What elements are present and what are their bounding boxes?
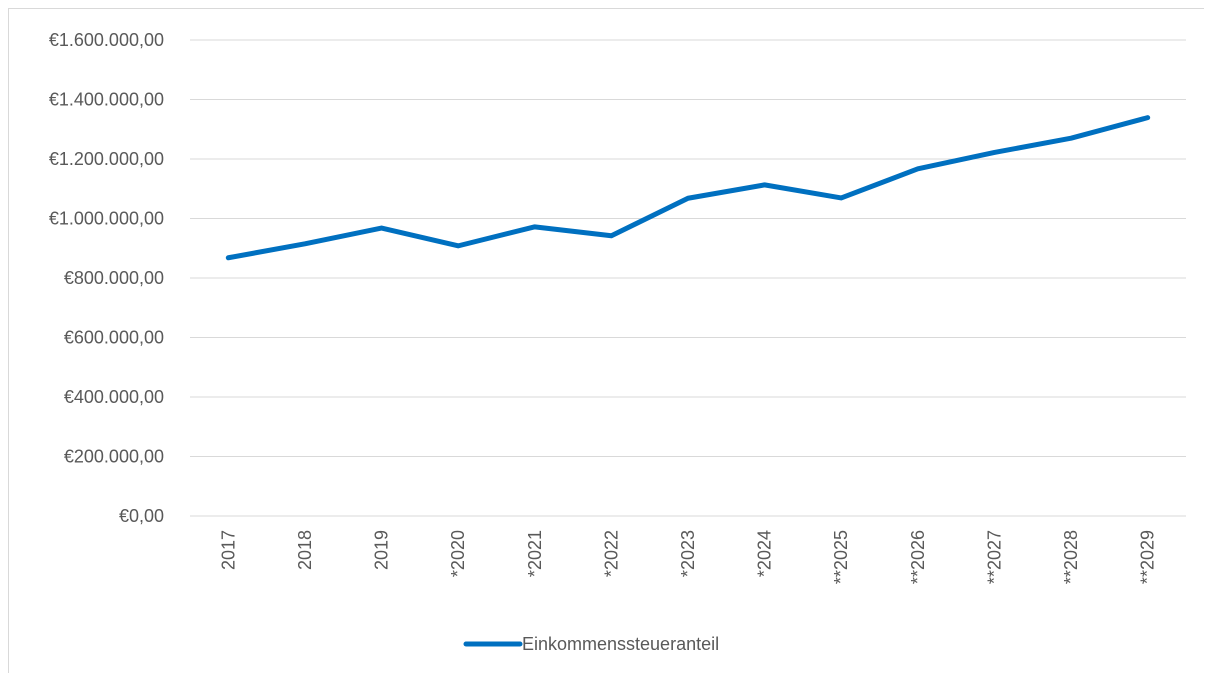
gridlines bbox=[190, 39, 1186, 517]
x-tick-label: **2025 bbox=[831, 530, 851, 584]
data-point bbox=[840, 197, 842, 199]
chart-frame bbox=[8, 8, 1204, 673]
data-point bbox=[1147, 117, 1149, 119]
x-tick-label: **2026 bbox=[908, 530, 928, 584]
y-tick-label: €200.000,00 bbox=[64, 447, 164, 467]
data-point bbox=[534, 226, 536, 228]
y-tick-label: €1.400.000,00 bbox=[49, 90, 164, 110]
x-tick-label: *2024 bbox=[755, 530, 775, 577]
series-group bbox=[225, 115, 1151, 261]
data-point bbox=[381, 227, 383, 229]
y-tick-label: €1.600.000,00 bbox=[49, 30, 164, 50]
y-tick-label: €1.000.000,00 bbox=[49, 209, 164, 229]
x-tick-label: **2027 bbox=[984, 530, 1004, 584]
x-tick-label: **2028 bbox=[1061, 530, 1081, 584]
x-tick-label: *2023 bbox=[678, 530, 698, 577]
x-tick-label: 2019 bbox=[372, 530, 392, 570]
y-tick-label: €1.200.000,00 bbox=[49, 149, 164, 169]
data-point bbox=[610, 235, 612, 237]
data-point bbox=[457, 245, 459, 247]
y-tick-label: €0,00 bbox=[119, 506, 164, 526]
data-point bbox=[993, 151, 995, 153]
data-point bbox=[304, 243, 306, 245]
legend-label: Einkommenssteueranteil bbox=[522, 634, 719, 654]
series-line bbox=[225, 115, 1151, 261]
legend: Einkommenssteueranteil bbox=[463, 634, 719, 654]
data-point bbox=[687, 197, 689, 199]
y-axis-tick-labels: €0,00 €200.000,00 €400.000,00 €600.000,00 €8… bbox=[49, 30, 164, 526]
x-axis-tick-labels: 2017 2018 2019 *2020 *2021 *2022 *2023 *2024 **2… bbox=[218, 530, 1157, 584]
x-tick-label: 2018 bbox=[295, 530, 315, 570]
x-tick-label: *2021 bbox=[525, 530, 545, 577]
x-tick-label: 2017 bbox=[218, 530, 238, 570]
y-tick-label: €800.000,00 bbox=[64, 268, 164, 288]
data-point bbox=[917, 168, 919, 170]
y-tick-label: €600.000,00 bbox=[64, 328, 164, 348]
y-tick-label: €400.000,00 bbox=[64, 387, 164, 407]
data-point bbox=[227, 257, 229, 259]
data-point bbox=[764, 184, 766, 186]
data-point bbox=[1070, 137, 1072, 139]
x-tick-label: *2022 bbox=[601, 530, 621, 577]
x-tick-label: **2029 bbox=[1138, 530, 1158, 584]
x-tick-label: *2020 bbox=[448, 530, 468, 577]
